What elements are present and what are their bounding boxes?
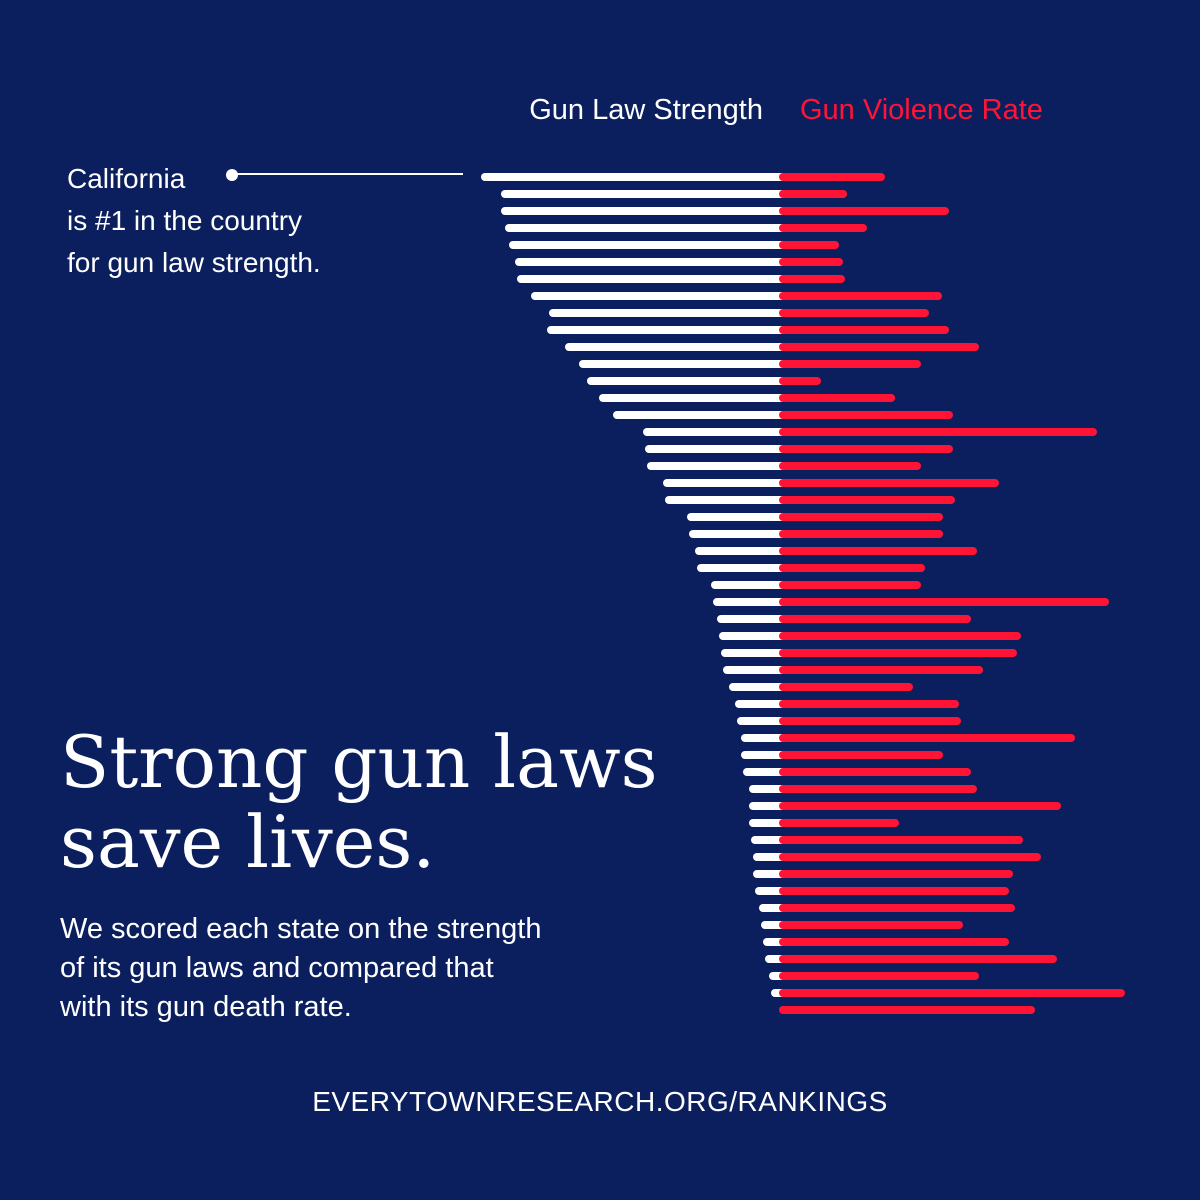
description-line-2: of its gun laws and compared that xyxy=(60,952,494,984)
description-line-3: with its gun death rate. xyxy=(60,991,352,1023)
headline-line-1: Strong gun laws xyxy=(60,720,658,804)
california-callout: California is #1 in the country for gun … xyxy=(67,158,321,284)
headline: Strong gun laws save lives. xyxy=(60,722,720,882)
footer-url-link[interactable]: EVERYTOWNRESEARCH.ORG/RANKINGS xyxy=(312,1086,888,1117)
description-line-1: We scored each state on the strength xyxy=(60,913,542,945)
callout-line-3: for gun law strength. xyxy=(67,247,321,278)
callout-leader-line xyxy=(227,173,463,175)
legend-gun-violence-rate: Gun Violence Rate xyxy=(800,94,1043,126)
callout-line-1: California xyxy=(67,163,186,194)
description: We scored each state on the strength of … xyxy=(60,910,660,1027)
headline-line-2: save lives. xyxy=(60,800,436,884)
callout-leader-dot xyxy=(226,169,238,181)
legend-gun-law-strength: Gun Law Strength xyxy=(529,94,763,126)
callout-line-2: is #1 in the country xyxy=(67,205,303,236)
